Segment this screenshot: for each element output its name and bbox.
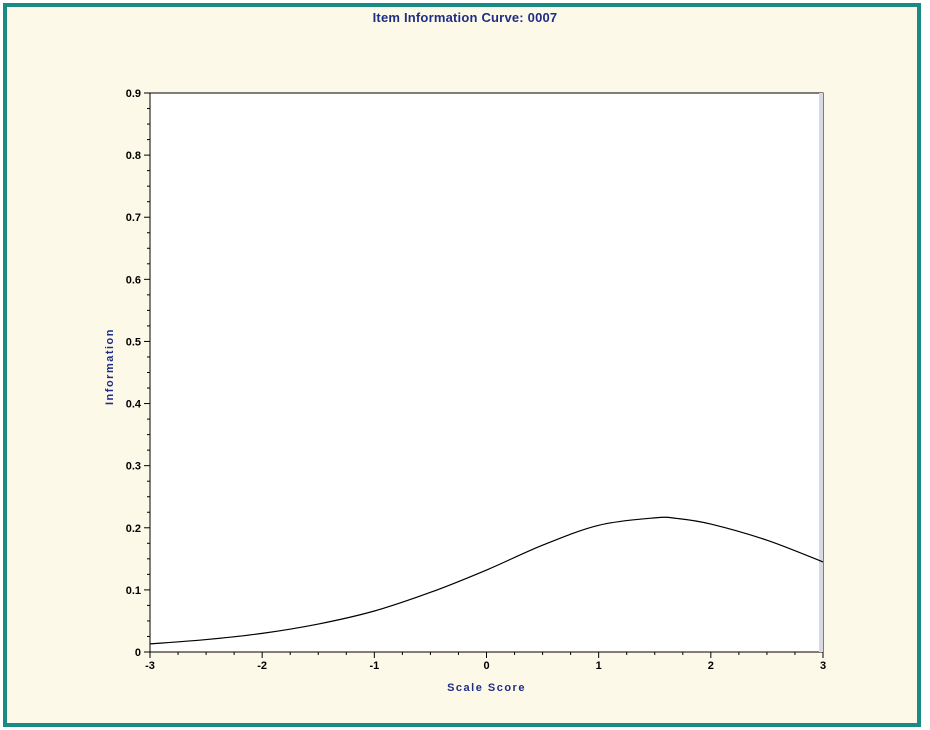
x-tick-label: 0 (483, 660, 489, 672)
y-tick-label: 0.5 (126, 336, 141, 348)
x-tick-label: -3 (145, 660, 155, 672)
y-tick-label: 0.6 (126, 274, 141, 286)
y-tick-label: 0 (135, 647, 141, 659)
x-tick-label: -2 (257, 660, 267, 672)
chart-title: Item Information Curve: 0007 (372, 10, 558, 25)
plot-right-shade (819, 93, 823, 652)
x-tick-label: -1 (369, 660, 379, 672)
plot-background (149, 92, 824, 653)
y-tick-label: 0.9 (126, 88, 141, 100)
y-tick-label: 0.8 (126, 150, 141, 162)
y-tick-label: 0.2 (126, 523, 141, 535)
y-tick-label: 0.3 (126, 461, 141, 473)
y-tick-label: 0.7 (126, 212, 141, 224)
x-tick-label: 2 (708, 660, 714, 672)
y-tick-label: 0.1 (126, 585, 141, 597)
x-tick-label: 1 (596, 660, 602, 672)
plot-area (149, 92, 824, 653)
x-tick-label: 3 (820, 660, 826, 672)
information-curve (149, 516, 824, 645)
y-axis-title: Information (104, 328, 116, 405)
axes: -3 -2 -1 0 1 2 3 0 0.1 0.2 0.3 0.4 0.5 0.6 0.7 0.8 0.9 (126, 88, 826, 672)
x-axis-title: Scale Score (447, 682, 526, 694)
y-tick-label: 0.4 (126, 399, 142, 411)
